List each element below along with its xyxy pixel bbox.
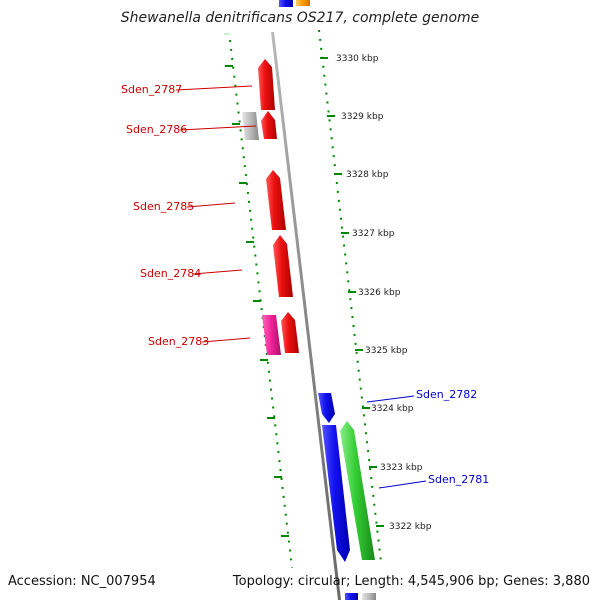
gene-feature-sden-2784[interactable]: [273, 235, 293, 297]
gene-feature-sden-2785[interactable]: [266, 170, 286, 230]
label-leader-line: [179, 125, 257, 131]
gene-label-text: Sden_2783: [148, 335, 209, 348]
genome-backbone: [271, 32, 341, 600]
partial-gene-grey-bottom: [362, 593, 376, 600]
accession-text: Accession: NC_007954: [8, 574, 156, 589]
gene-label-right[interactable]: Sden_2781: [378, 473, 489, 489]
scale-label: 3324 kbp: [371, 404, 414, 414]
gene-label-text: Sden_2782: [416, 388, 477, 401]
scale-label: 3322 kbp: [389, 522, 432, 532]
scale-label: 3328 kbp: [346, 170, 389, 180]
partial-gene-blue-top: [279, 0, 293, 7]
scale-label: 3330 kbp: [336, 54, 379, 64]
gene-label-text: Sden_2784: [140, 267, 201, 280]
scale-label: 3325 kbp: [365, 346, 408, 356]
scale-label: 3323 kbp: [380, 463, 423, 473]
gene-label-right[interactable]: Sden_2782: [366, 388, 477, 403]
gene-label-left[interactable]: Sden_2786: [126, 123, 257, 136]
gene-feature-sden-2787[interactable]: [258, 59, 275, 110]
label-leader-line: [175, 85, 253, 91]
gene-label-text: Sden_2785: [133, 200, 194, 213]
gene-feature-sden-2781[interactable]: [340, 421, 375, 560]
gene-label-left[interactable]: Sden_2783: [148, 335, 251, 348]
gene-feature-sden-2782[interactable]: [318, 393, 335, 423]
gene-label-left[interactable]: Sden_2784: [140, 267, 243, 280]
scale-label: 3326 kbp: [358, 288, 401, 298]
right-ticks: [320, 57, 384, 527]
label-leader-line: [201, 337, 251, 343]
gene-feature-pink[interactable]: [262, 315, 281, 355]
scale-label: 3327 kbp: [352, 229, 395, 239]
genome-summary-text: Topology: circular; Length: 4,545,906 bp…: [232, 574, 590, 589]
label-leader-line: [378, 480, 427, 489]
gene-feature-blue-long[interactable]: [322, 425, 350, 562]
label-leader-line: [186, 202, 236, 208]
gene-feature-sden-2783[interactable]: [281, 312, 299, 353]
scale-label: 3329 kbp: [341, 112, 384, 122]
label-leader-line: [366, 395, 415, 403]
gene-label-text: Sden_2787: [121, 83, 182, 96]
partial-gene-orange-top: [296, 0, 310, 6]
gene-feature-sden-2786[interactable]: [261, 111, 277, 139]
gene-label-text: Sden_2781: [428, 473, 489, 486]
gene-label-left[interactable]: Sden_2785: [133, 200, 236, 213]
minor-tick-mark: [224, 33, 230, 35]
genome-title: Shewanella denitrificans OS217, complete…: [120, 10, 480, 26]
left-ticks: [225, 65, 289, 537]
label-leader-line: [192, 269, 243, 275]
gene-label-left[interactable]: Sden_2787: [121, 83, 253, 96]
partial-gene-blue-bottom: [345, 593, 358, 600]
gene-label-text: Sden_2786: [126, 123, 187, 136]
